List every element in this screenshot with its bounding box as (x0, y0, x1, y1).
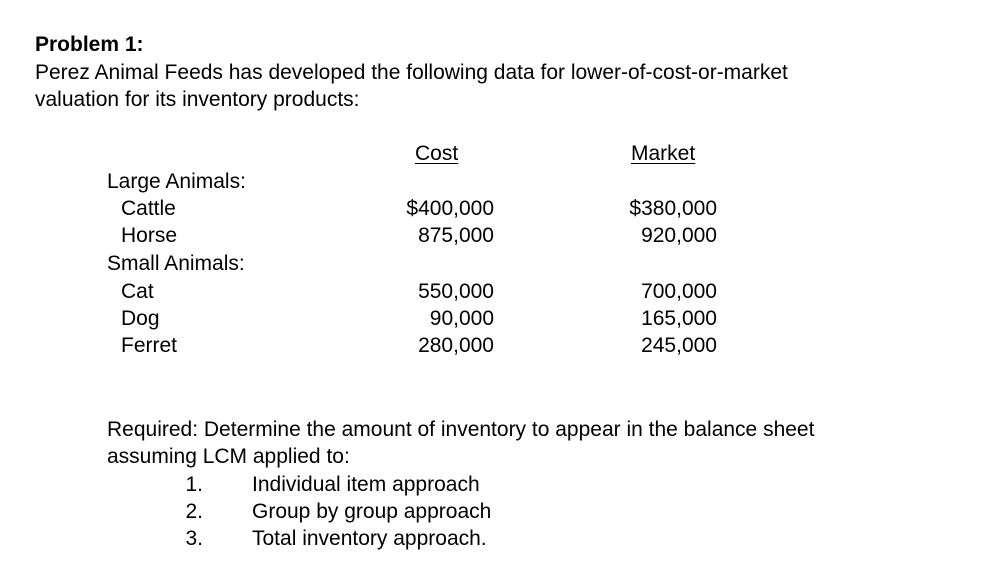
item-market-ferret: 245,000 (641, 334, 717, 357)
option-text-1: Individual item approach (252, 473, 480, 496)
item-name-cattle: Cattle (121, 197, 176, 220)
group-label-small-animals: Small Animals: (107, 252, 245, 275)
option-number-2: 2. (185, 500, 203, 523)
intro-paragraph: Perez Animal Feeds has developed the fol… (35, 59, 935, 113)
option-number-1: 1. (185, 473, 203, 496)
item-cost-ferret: 280,000 (418, 334, 494, 357)
item-market-cat: 700,000 (641, 280, 717, 303)
item-name-horse: Horse (121, 224, 178, 247)
item-name-cat: Cat (121, 280, 154, 303)
item-cost-dog: 90,000 (429, 307, 494, 330)
item-cost-horse: 875,000 (418, 224, 494, 247)
option-text-3: Total inventory approach. (252, 527, 487, 550)
header-market: Market (631, 142, 696, 165)
item-cost-cat: 550,000 (418, 280, 494, 303)
option-text-2: Group by group approach (252, 500, 492, 523)
item-name-ferret: Ferret (121, 334, 178, 357)
item-cost-cattle: $400,000 (406, 197, 494, 220)
problem-title: Problem 1: (35, 33, 144, 56)
header-cost: Cost (415, 142, 459, 165)
intro-line-2: valuation for its inventory products: (35, 88, 360, 111)
required-paragraph: Required: Determine the amount of invent… (107, 416, 967, 470)
item-market-cattle: $380,000 (629, 197, 717, 220)
item-market-dog: 165,000 (641, 307, 717, 330)
item-market-horse: 920,000 (641, 224, 717, 247)
required-line-2: assuming LCM applied to: (107, 445, 350, 468)
intro-line-1: Perez Animal Feeds has developed the fol… (35, 61, 788, 84)
item-name-dog: Dog (121, 307, 160, 330)
required-line-1: Required: Determine the amount of invent… (107, 418, 815, 441)
group-label-large-animals: Large Animals: (107, 170, 246, 193)
option-number-3: 3. (185, 527, 203, 550)
